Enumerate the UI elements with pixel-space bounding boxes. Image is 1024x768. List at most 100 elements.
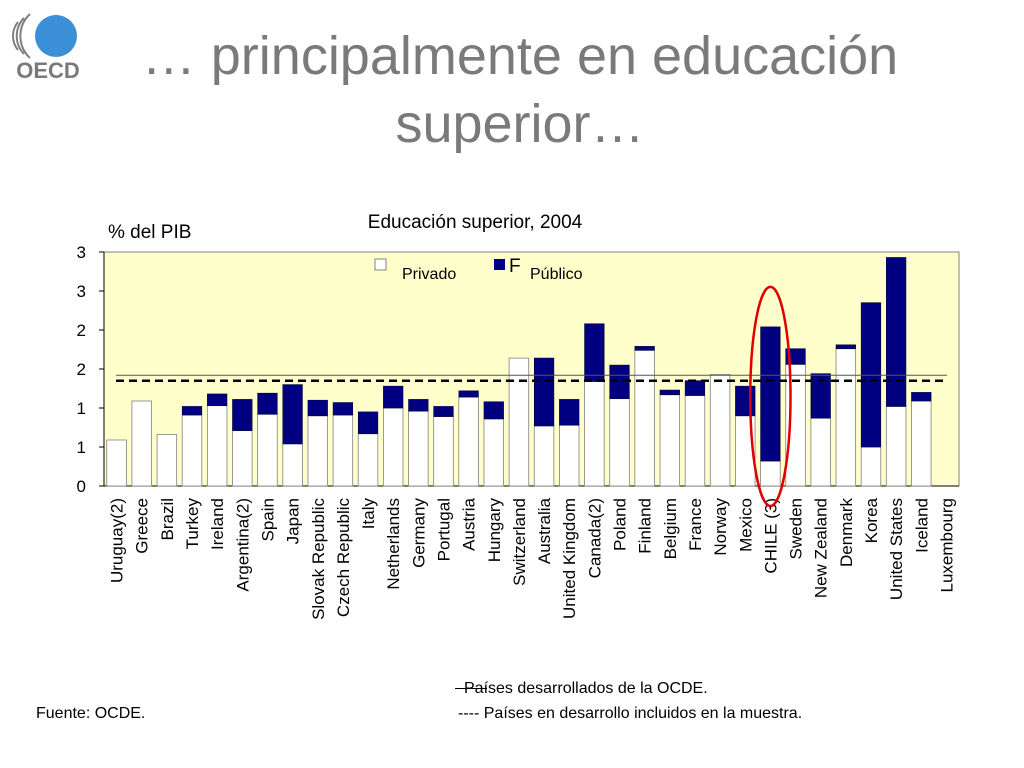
legend-swatch-privado [374,258,387,271]
slide-title-line-1: … principalmente en educación [141,26,899,86]
bar-privado [860,446,882,487]
y-tick-label: 1 [77,438,86,457]
x-tick-label: CHILE (3) [761,498,780,574]
bar-publico [307,399,328,417]
x-tick-label: Argentina(2) [233,498,252,592]
bar-privado [559,424,580,487]
bar-privado [257,413,278,487]
x-tick-label: Korea [862,497,881,543]
x-tick-label: Australia [535,497,554,564]
bar-privado [282,443,303,487]
bar-privado [584,381,605,487]
slide-title: … principalmente en educación superior… [60,22,980,158]
y-tick-label: 0 [77,477,86,496]
bar-publico [735,385,756,417]
bar-privado [433,416,454,487]
bar-publico [357,411,379,435]
y-tick-label: 3 [77,243,86,262]
bar-publico [332,402,354,416]
chart-title: Educación superior, 2004 [368,212,583,233]
bar-publico [886,257,907,407]
x-tick-label: United States [887,498,906,600]
bar-privado [106,439,127,487]
bars-group [106,257,932,487]
x-tick-label: Norway [711,498,730,556]
logo-text: OECD [16,58,80,83]
y-axis-label: % del PIB [108,222,191,243]
x-tick-label: Luxembourg [937,498,956,593]
bar-publico [634,346,655,351]
bar-publico [257,392,278,415]
oecd-logo: OECD [11,13,80,83]
bar-privado [533,425,555,487]
x-tick-label: Austria [460,497,479,550]
x-tick-label: United Kingdom [560,498,579,619]
x-tick-label: Belgium [661,498,680,559]
x-tick-label: Germany [409,498,428,568]
bar-privado [684,395,706,487]
bar-privado [408,410,429,487]
bar-publico [282,384,303,445]
bar-privado [634,349,655,487]
y-tick-label: 2 [77,321,86,340]
x-axis-labels: Uruguay(2) Greece Brazil Turkey Ireland Argen… [108,497,957,619]
bar-publico [684,380,706,396]
x-tick-label: Turkey [183,498,202,550]
bar-privado [458,396,479,487]
bar-privado [835,348,857,487]
legend-swatch-publico [494,259,505,270]
bar-publico [559,399,580,426]
x-tick-label: Czech Republic [334,498,353,618]
bar-privado [307,415,328,487]
bar-privado [357,433,379,487]
x-tick-label: Mexico [736,498,755,552]
note-developed-countries: Países desarrollados de la OCDE. [464,680,708,697]
x-tick-label: Portugal [434,498,453,561]
x-tick-label: Hungary [485,498,504,563]
bar-publico [232,399,253,431]
chile-highlight-ellipse [749,285,792,508]
legend-stray-glyph: F [509,256,521,277]
legend: Privado F Público [374,256,583,283]
x-tick-label: Ireland [208,498,227,550]
source-note: Fuente: OCDE. [36,705,146,722]
bar-privado [911,400,932,487]
x-tick-label: New Zealand [812,498,831,598]
x-tick-label: Canada(2) [585,498,604,578]
bar-privado [232,430,253,487]
bar-privado [181,414,203,487]
bar-publico [483,401,504,420]
stacked-bar-chart: Educación superior, 2004 % del PIB 0 1 1 2 2… [77,212,960,620]
y-tick-label: 2 [77,360,86,379]
bar-publico [408,399,429,412]
x-tick-label: Denmark [837,498,856,567]
x-tick-label: Iceland [912,498,931,553]
reference-lines [116,374,947,382]
logo-globe-icon [35,15,77,57]
x-tick-label: Poland [611,498,630,551]
bar-privado [206,405,228,487]
bar-publico [810,373,831,419]
bar-privado [483,418,504,487]
bar-privado [760,460,781,487]
bar-privado [609,398,630,487]
x-tick-label: Slovak Republic [309,498,328,620]
x-tick-label: Brazil [158,498,177,541]
bar-publico [659,389,680,396]
x-tick-label: Greece [133,498,152,554]
x-tick-label: Italy [359,498,378,530]
bar-privado [508,357,530,487]
bar-privado [885,406,907,487]
bar-publico [533,357,555,427]
x-tick-label: Netherlands [384,498,403,590]
x-tick-label: Switzerland [510,498,529,586]
x-tick-label: Sweden [787,498,806,559]
solid-line-key [455,688,487,689]
x-tick-label: Spain [258,498,277,541]
bar-publico [207,393,228,406]
x-tick-label: Japan [284,498,303,544]
bar-privado [810,417,831,487]
bar-privado [659,394,681,487]
bar-privado [382,407,404,487]
y-tick-label: 1 [77,399,86,418]
